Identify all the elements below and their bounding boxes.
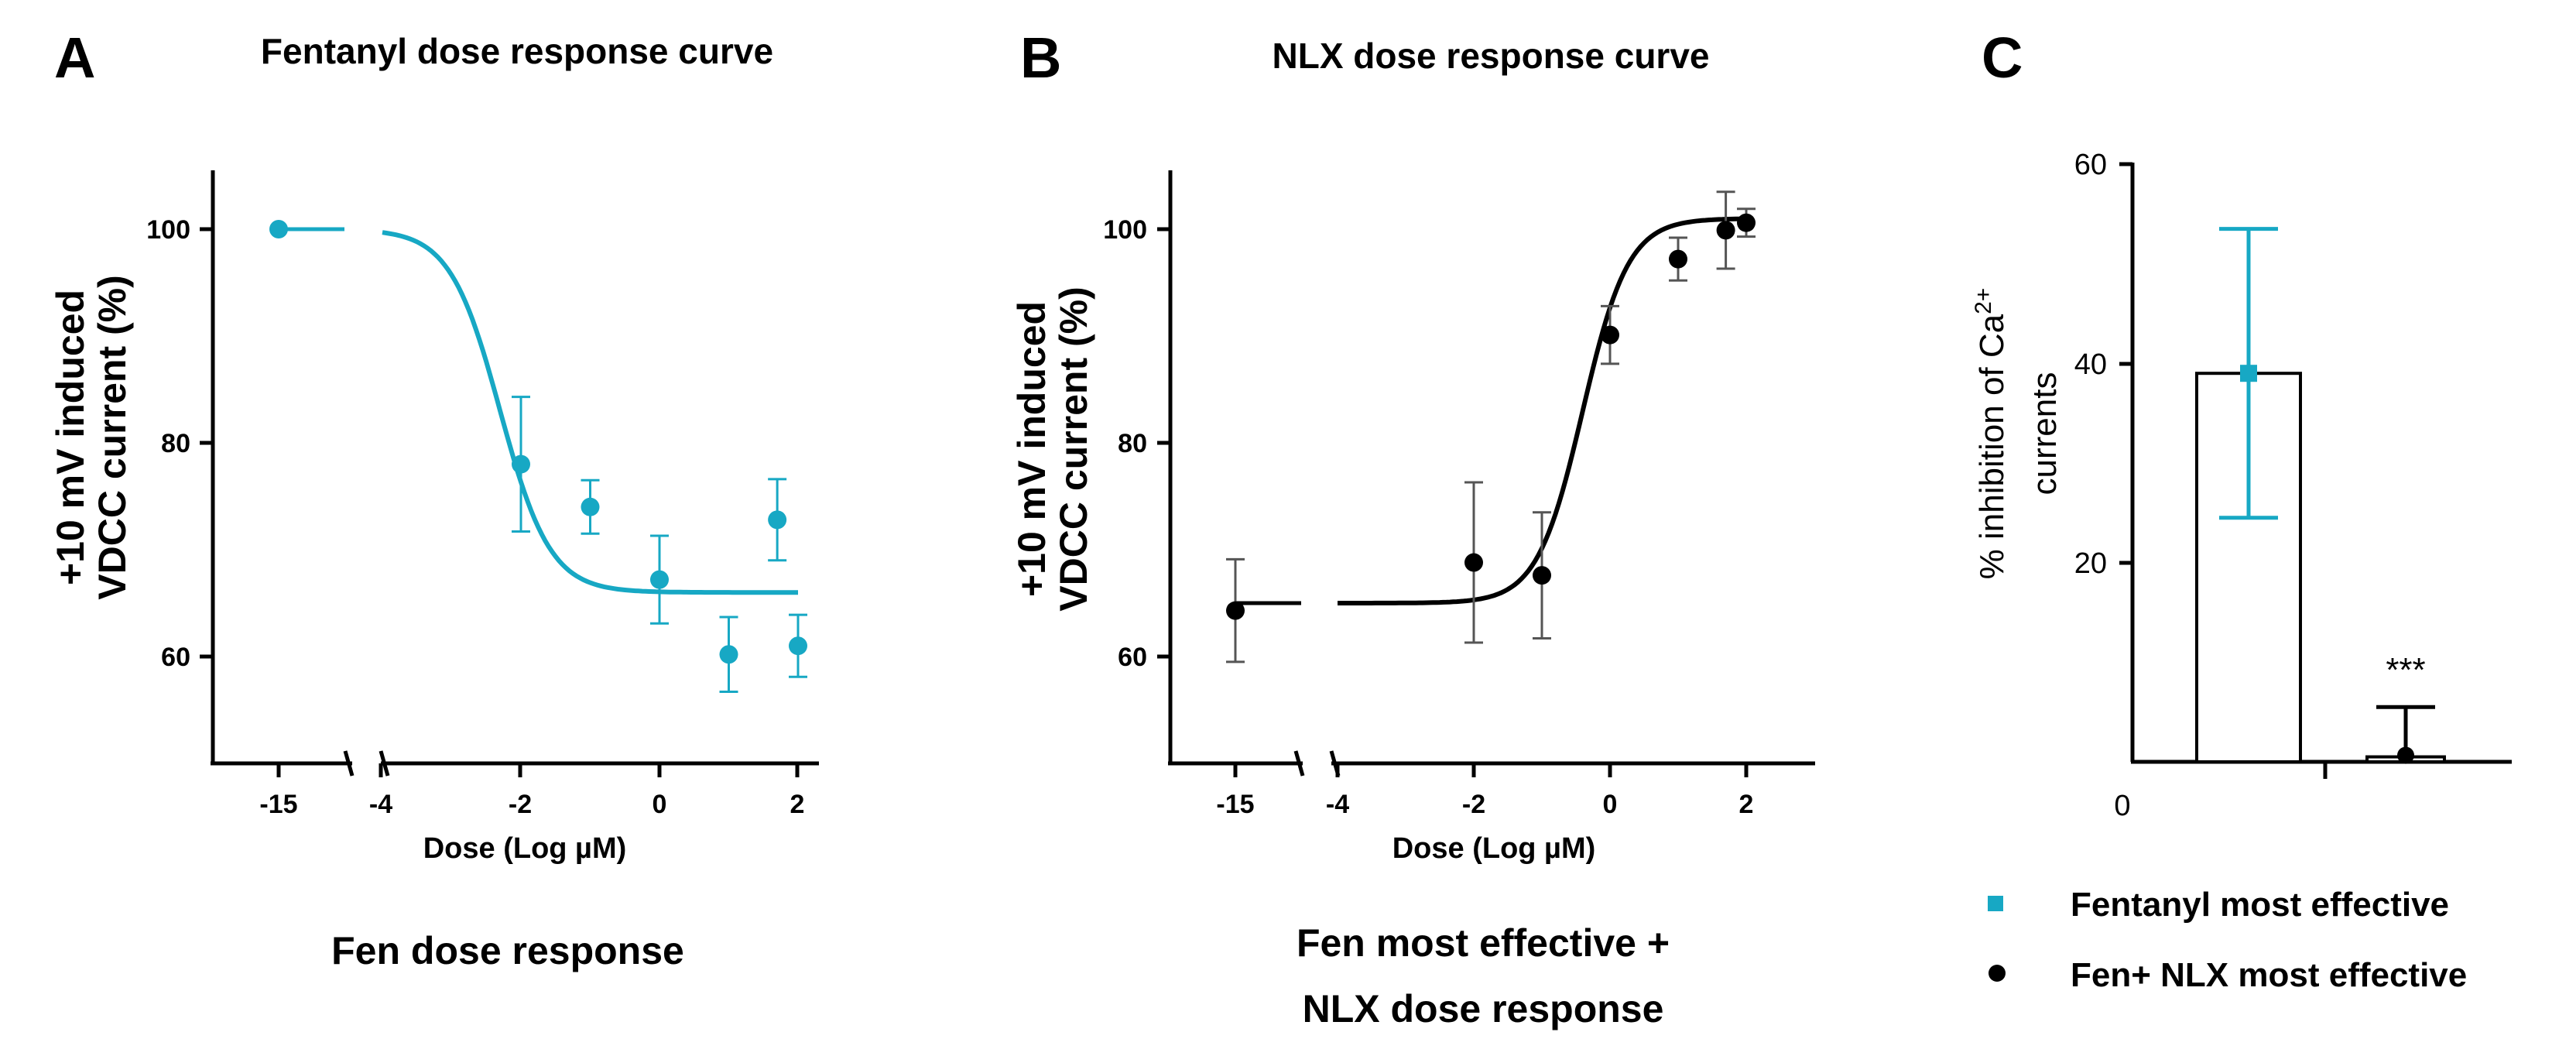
panel-b-y-label-line2: VDCC current (%) [1052, 286, 1095, 611]
panel-b-caption-line1: Fen most effective + [1297, 921, 1670, 965]
panel-b-plot-area [1226, 190, 1756, 664]
panel-a-y-label: +10 mV induced VDCC current (%) [49, 275, 134, 599]
panel-b-x-tick-label: -15 [1216, 790, 1254, 819]
panel-b-caption-line2: NLX dose response [1303, 987, 1664, 1030]
panel-a-x-tick-label: -2 [509, 790, 532, 819]
legend-label-fentanyl: Fentanyl most effective [2071, 886, 2449, 924]
panel-b-data-point [1737, 213, 1756, 232]
panel-a-x-tick-label: -4 [369, 790, 392, 819]
panel-b-y-tick-label: 60 [1118, 643, 1147, 672]
panel-c: C 60 40 20 0 % inhibition of Ca2+ curren… [1971, 26, 2512, 994]
panel-b-y-label-line1: +10 mV induced [1010, 301, 1053, 597]
panel-a-title: Fentanyl dose response curve [261, 31, 773, 71]
panel-b: B NLX dose response curve 100 80 60 -15 … [1010, 26, 1815, 1030]
panel-a-y-tick-label: 80 [161, 429, 190, 458]
panel-b-data-point [1464, 553, 1483, 572]
panel-c-letter: C [1982, 26, 2023, 90]
legend-label-fen-nlx: Fen+ NLX most effective [2071, 956, 2467, 994]
panel-c-mean-marker [2397, 746, 2414, 764]
panel-b-axis-break-left [1293, 750, 1305, 777]
panel-b-data-point [1533, 566, 1551, 585]
panel-a-y-label-line1: +10 mV induced [49, 290, 92, 585]
panel-b-data-point [1669, 249, 1687, 269]
panel-a-data-point [269, 220, 288, 238]
panel-c-y-label-line2: currents [2026, 372, 2064, 495]
panel-c-y-label-line1: % inhibition of Ca2+ [1971, 288, 2011, 580]
panel-a-fit-curve [382, 230, 798, 595]
panel-a-x-tick-label: -15 [259, 790, 297, 819]
panel-c-y-tick-label: 0 [2114, 790, 2130, 822]
legend-marker-fentanyl [1988, 896, 2003, 911]
panel-a-axis-break-left [343, 750, 355, 777]
legend-marker-fen-nlx [1989, 965, 2006, 982]
panel-a-x-tick-label: 0 [653, 790, 667, 819]
panel-b-y-label: +10 mV induced VDCC current (%) [1010, 286, 1095, 611]
panel-b-x-tick-label: -2 [1462, 790, 1485, 819]
panel-c-y-tick-label: 40 [2074, 348, 2107, 381]
panel-a-plot-area [269, 220, 807, 694]
panel-c-mean-marker [2240, 365, 2257, 382]
panel-a-caption: Fen dose response [331, 929, 684, 972]
panel-c-significance-label: *** [2386, 651, 2425, 689]
panel-a: A Fentanyl dose response curve 100 80 60… [49, 26, 819, 972]
panel-a-data-point [650, 570, 669, 589]
panel-a-letter: A [54, 26, 95, 90]
panel-c-y-label-text: % inhibition of Ca [1973, 314, 2011, 579]
panel-b-x-tick-label: 0 [1603, 790, 1618, 819]
panel-b-data-point [1716, 221, 1735, 240]
panel-a-axis-break-right [379, 750, 390, 777]
panel-b-y-tick-label: 80 [1118, 429, 1147, 458]
panel-b-x-label: Dose (Log µM) [1392, 832, 1596, 865]
panel-b-y-tick-label: 100 [1103, 215, 1147, 245]
panel-c-y-label: % inhibition of Ca2+ currents [1971, 288, 2064, 580]
panel-b-title: NLX dose response curve [1273, 36, 1710, 76]
panel-b-data-point [1601, 325, 1619, 345]
panel-c-y-label-superscript: 2+ [1971, 288, 1996, 314]
panel-b-x-tick-label: -4 [1326, 790, 1349, 819]
panel-a-data-point [581, 497, 600, 516]
panel-b-data-point [1226, 601, 1245, 620]
panel-a-data-point [719, 645, 738, 664]
panel-c-y-tick-label: 20 [2074, 547, 2107, 580]
panel-c-y-tick-label: 60 [2074, 149, 2107, 181]
panel-b-x-tick-label: 2 [1739, 790, 1754, 819]
panel-a-y-label-line2: VDCC current (%) [91, 275, 134, 599]
panel-a-y-tick-label: 60 [161, 643, 190, 672]
panel-b-letter: B [1020, 26, 1061, 90]
panel-a-data-point [789, 636, 807, 656]
panel-a-x-label: Dose (Log µM) [423, 832, 627, 865]
panel-a-data-point [768, 510, 787, 530]
panel-a-data-point [512, 454, 530, 474]
panel-c-plot-area: *** [2195, 227, 2446, 764]
panel-a-x-tick-label: 2 [790, 790, 805, 819]
panel-a-y-tick-label: 100 [146, 215, 190, 245]
